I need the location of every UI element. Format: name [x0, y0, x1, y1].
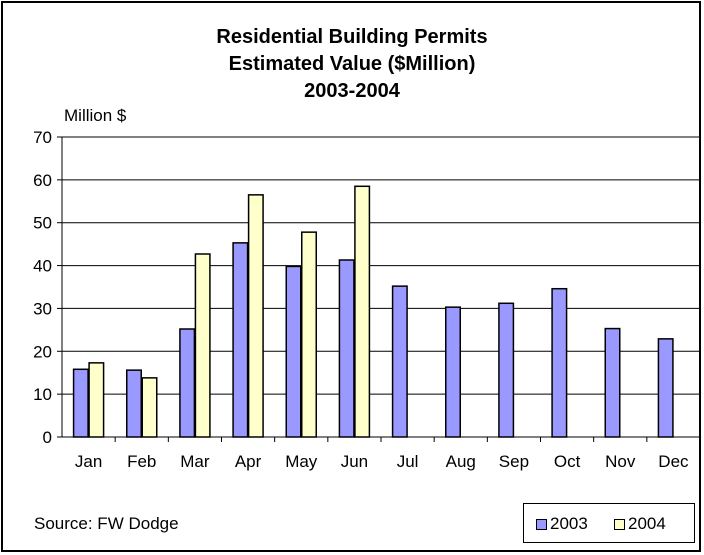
bar-2003-nov — [604, 327, 621, 438]
bar-2003-apr — [232, 242, 249, 438]
bar-2003-oct — [551, 287, 568, 438]
bar-2003-jan — [72, 368, 89, 438]
x-tick-label-sep: Sep — [499, 452, 529, 471]
x-tick-label-may: May — [285, 452, 318, 471]
legend: 2003 2004 — [523, 503, 695, 543]
bar-2004-apr — [247, 194, 264, 438]
chart-title-line-3: 2003-2004 — [304, 80, 400, 102]
bar-2003-jun — [338, 259, 355, 438]
bar-2003-feb — [126, 369, 142, 438]
x-tick-label-aug: Aug — [446, 452, 476, 471]
x-tick-label-feb: Feb — [127, 452, 156, 471]
x-tick-label-apr: Apr — [235, 452, 262, 471]
bar-2003-jul — [391, 285, 408, 438]
x-tick-label-oct: Oct — [554, 452, 581, 471]
chart-title-line-1: Residential Building Permits — [216, 26, 488, 48]
y-tick-label: 10 — [33, 385, 52, 404]
y-tick-label: 40 — [33, 257, 52, 276]
legend-swatch-2003 — [536, 518, 547, 530]
bar-2004-mar — [194, 253, 211, 438]
bar-2003-mar — [179, 328, 196, 438]
legend-label-2003: 2003 — [550, 514, 588, 533]
y-tick-label: 60 — [33, 171, 52, 190]
bar-2003-may — [285, 265, 302, 438]
y-axis-label: Million $ — [64, 106, 127, 125]
y-tick-label: 30 — [33, 299, 52, 318]
x-tick-label-mar: Mar — [180, 452, 210, 471]
source-note: Source: FW Dodge — [34, 514, 179, 533]
x-tick-label-jul: Jul — [397, 452, 419, 471]
bar-2004-jun — [354, 185, 371, 438]
y-tick-label: 50 — [33, 214, 52, 233]
bar-2003-dec — [657, 338, 674, 438]
bar-2003-sep — [498, 302, 515, 438]
legend-item-2003: 2003 — [536, 514, 588, 534]
y-tick-label: 0 — [43, 428, 52, 447]
y-tick-label: 20 — [33, 342, 52, 361]
legend-item-2004: 2004 — [614, 514, 666, 534]
x-tick-label-jun: Jun — [341, 452, 368, 471]
bar-2004-jan — [88, 362, 105, 438]
bar-2003-aug — [445, 306, 461, 438]
y-tick-label: 70 — [33, 128, 52, 147]
plot-area — [61, 136, 701, 438]
bar-2004-feb — [141, 377, 158, 438]
legend-swatch-2004 — [614, 518, 625, 530]
x-tick-label-jan: Jan — [75, 452, 102, 471]
chart-title-line-2: Estimated Value ($Million) — [228, 53, 476, 75]
x-tick-label-dec: Dec — [658, 452, 689, 471]
bar-2004-may — [301, 231, 317, 438]
legend-label-2004: 2004 — [628, 514, 666, 533]
x-tick-label-nov: Nov — [605, 452, 636, 471]
